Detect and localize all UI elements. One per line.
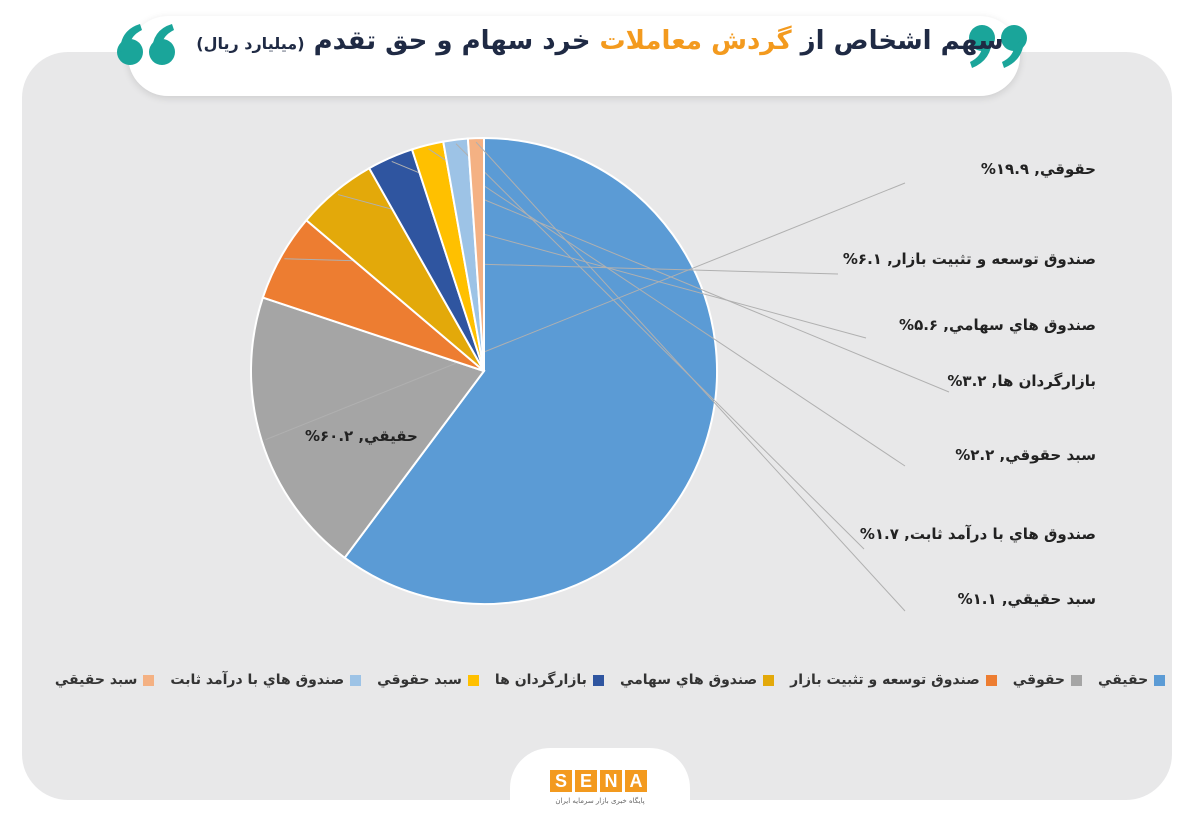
logo-tagline: پایگاه خبری بازار سرمایه ایران [555, 797, 645, 805]
slice-label: صندوق هاي با درآمد ثابت, ۱.۷% [859, 525, 1096, 543]
legend-item: سبد حقوقي [377, 672, 479, 688]
legend-swatch [1071, 674, 1083, 686]
slice-label: صندوق توسعه و تثبيت بازار, ۶.۱% [842, 250, 1096, 268]
chart-legend: حقيقي حقوقي صندوق توسعه و تثبيت بازار صندوق… [55, 672, 1166, 688]
legend-item: صندوق هاي با درآمد ثابت [170, 672, 362, 688]
pie-slice [343, 136, 718, 605]
legend-label: بازارگردان ها [494, 672, 587, 688]
legend-label: صندوق هاي با درآمد ثابت [170, 672, 345, 688]
legend-item: بازارگردان ها [495, 672, 604, 688]
legend-item: صندوق هاي سهامي [619, 672, 775, 688]
leader-line [428, 148, 906, 467]
legend-item: حقيقي [1098, 672, 1166, 688]
sena-logo: S E N A [550, 770, 647, 792]
slice-label: حقوقي, ۱۹.۹% [980, 160, 1096, 178]
logo-letter: N [600, 770, 622, 792]
legend-item: سبد حقيقي [55, 672, 155, 688]
leader-line [455, 143, 865, 550]
leader-line [475, 141, 906, 612]
slice-label: سبد حقيقي, ۱.۱% [957, 590, 1096, 608]
logo-letter: S [550, 770, 572, 792]
title-part2: خرد سهام و حق تقدم [313, 26, 591, 56]
legend-swatch [1154, 674, 1166, 686]
leader-line [265, 182, 906, 441]
legend-label: صندوق هاي سهامي [619, 672, 758, 688]
title-highlight: گردش معاملات [599, 26, 792, 56]
legend-label: حقوقي [1012, 672, 1066, 688]
legend-swatch [763, 674, 775, 686]
legend-swatch [350, 674, 362, 686]
legend-label: صندوق توسعه و تثبيت بازار [790, 672, 980, 688]
legend-label: سبد حقوقي [377, 672, 462, 688]
slice-label: سبد حقوقي, ۲.۲% [955, 446, 1096, 464]
legend-label: حقيقي [1098, 672, 1149, 688]
slice-label: صندوق هاي سهامي, ۵.۶% [899, 316, 1096, 334]
slice-label: حقيقي, ۶۰.۲% [305, 427, 418, 445]
logo-letter: E [575, 770, 597, 792]
legend-swatch [143, 674, 155, 686]
close-quote-icon [969, 25, 1027, 68]
legend-item: صندوق توسعه و تثبيت بازار [790, 672, 997, 688]
chart-title: سهم اشخاص از گردش معاملات خرد سهام و حق … [150, 18, 1050, 67]
slice-label: بازارگردان ها, ۳.۲% [947, 372, 1096, 390]
legend-swatch [467, 674, 479, 686]
pie-slice [466, 136, 485, 372]
pie-slice [250, 296, 486, 560]
title-bar [128, 16, 1020, 96]
legend-item: حقوقي [1012, 672, 1083, 688]
logo-letter: A [625, 770, 647, 792]
title-part1: سهم اشخاص از [800, 26, 1004, 56]
legend-swatch [985, 674, 997, 686]
title-unit: (میلیارد ریال) [196, 34, 305, 53]
legend-swatch [592, 674, 604, 686]
open-quote-icon [117, 24, 175, 65]
legend-label: سبد حقيقي [54, 672, 138, 688]
